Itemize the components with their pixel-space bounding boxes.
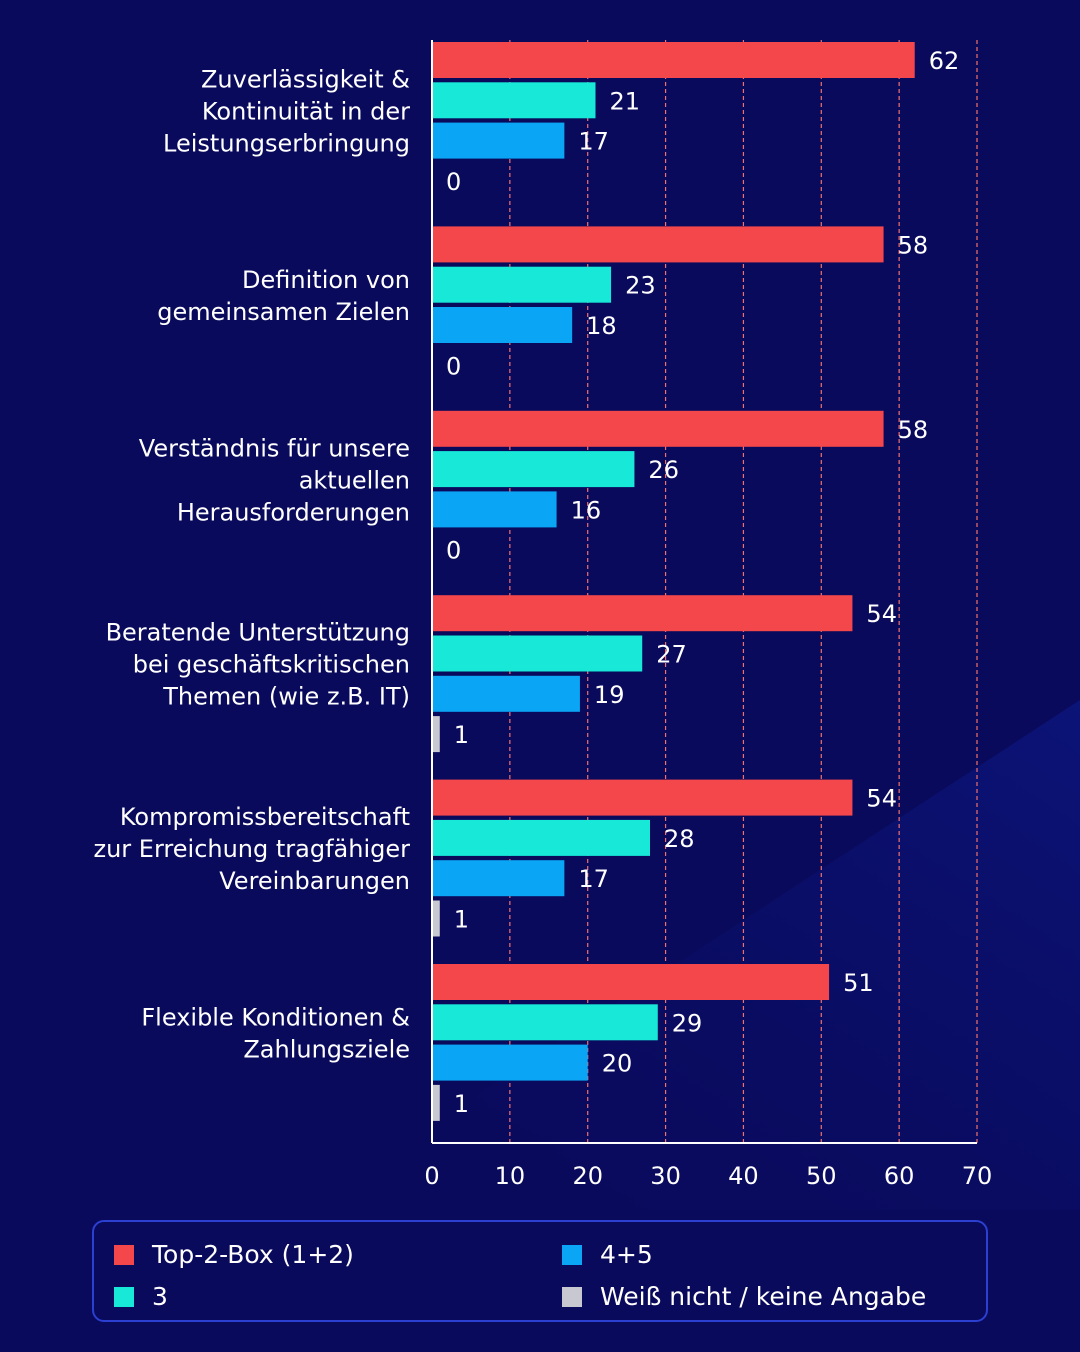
- legend-item-3: 3: [114, 1282, 168, 1311]
- category-label-4-2: Vereinbarungen: [219, 867, 410, 895]
- legend-swatch-top2: [114, 1244, 134, 1265]
- bar-2-1: [432, 451, 635, 488]
- background-glow: [300, 700, 1080, 1210]
- category-label-5-0: Flexible Konditionen &: [141, 1003, 410, 1031]
- legend-item-top2: Top-2-Box (1+2): [114, 1240, 354, 1269]
- x-tick-label-20: 20: [572, 1162, 603, 1190]
- legend-swatch-45: [562, 1244, 582, 1265]
- x-tick-label-0: 0: [424, 1162, 439, 1190]
- value-label-4-2: 17: [578, 865, 609, 893]
- value-label-1-1: 23: [625, 272, 656, 300]
- value-label-1-3: 0: [446, 352, 461, 380]
- bar-5-1: [432, 1004, 658, 1041]
- bar-3-0: [432, 595, 853, 632]
- legend-label-unknown: Weiß nicht / keine Angabe: [600, 1282, 927, 1311]
- legend: Top-2-Box (1+2) 3 4+5 Weiß nicht / keine…: [92, 1220, 988, 1322]
- value-label-0-0: 62: [929, 47, 960, 75]
- value-label-0-2: 17: [578, 128, 609, 156]
- value-label-0-1: 21: [610, 87, 641, 115]
- bar-4-2: [432, 860, 565, 897]
- x-tick-label-60: 60: [884, 1162, 915, 1190]
- bar-4-1: [432, 819, 650, 856]
- value-label-5-1: 29: [672, 1009, 703, 1037]
- bar-4-0: [432, 779, 853, 816]
- value-label-2-0: 58: [898, 416, 929, 444]
- category-label-2-0: Verständnis für unsere: [139, 434, 410, 462]
- bar-0-0: [432, 42, 915, 78]
- category-label-2-1: aktuellen: [299, 466, 410, 494]
- category-label-0-1: Kontinuität in der: [202, 97, 410, 125]
- category-label-0-2: Leistungserbringung: [163, 129, 410, 157]
- value-label-4-0: 54: [866, 785, 897, 813]
- value-label-2-2: 16: [571, 496, 602, 524]
- bar-5-3: [432, 1084, 440, 1121]
- x-tick-label-70: 70: [962, 1162, 993, 1190]
- category-label-5-1: Zahlungsziele: [243, 1035, 410, 1063]
- legend-label-3: 3: [152, 1282, 168, 1311]
- legend-item-45: 4+5: [562, 1240, 653, 1269]
- x-tick-label-40: 40: [728, 1162, 759, 1190]
- bars: [432, 42, 915, 1121]
- category-label-3-1: bei geschäftskritischen: [133, 651, 410, 679]
- bar-5-2: [432, 1044, 588, 1081]
- value-label-0-3: 0: [446, 168, 461, 196]
- bar-5-0: [432, 964, 830, 1000]
- bar-4-3: [432, 900, 440, 937]
- legend-swatch-3: [114, 1286, 134, 1307]
- bar-3-1: [432, 635, 643, 672]
- bar-0-1: [432, 82, 596, 119]
- value-label-3-0: 54: [866, 600, 897, 628]
- value-label-4-3: 1: [454, 906, 469, 934]
- legend-label-45: 4+5: [600, 1240, 653, 1269]
- value-label-3-2: 19: [594, 681, 625, 709]
- category-label-1-0: Definition von: [242, 266, 410, 294]
- category-label-3-0: Beratende Unterstützung: [106, 619, 410, 647]
- value-label-1-0: 58: [898, 231, 929, 259]
- category-label-4-1: zur Erreichung tragfähiger: [94, 835, 411, 863]
- legend-item-unknown: Weiß nicht / keine Angabe: [562, 1282, 926, 1311]
- value-label-2-3: 0: [446, 537, 461, 565]
- bar-0-2: [432, 122, 565, 159]
- category-label-1-1: gemeinsamen Zielen: [157, 298, 410, 326]
- value-label-4-1: 28: [664, 825, 695, 853]
- x-tick-label-10: 10: [495, 1162, 526, 1190]
- bar-3-3: [432, 716, 440, 753]
- value-label-3-3: 1: [454, 721, 469, 749]
- value-label-3-1: 27: [656, 641, 687, 669]
- bar-1-2: [432, 307, 573, 343]
- value-label-2-1: 26: [648, 456, 679, 484]
- category-label-3-2: Themen (wie z.B. IT): [162, 683, 410, 711]
- value-label-1-2: 18: [586, 312, 617, 340]
- value-label-5-3: 1: [454, 1090, 469, 1118]
- bar-2-2: [432, 491, 557, 528]
- axes: [431, 40, 977, 1144]
- category-label-2-2: Herausforderungen: [177, 498, 410, 526]
- category-label-4-0: Kompromissbereitschaft: [120, 803, 410, 831]
- legend-label-top2: Top-2-Box (1+2): [152, 1240, 354, 1269]
- x-tick-label-50: 50: [806, 1162, 837, 1190]
- value-label-5-0: 51: [843, 969, 874, 997]
- legend-swatch-unknown: [562, 1286, 582, 1307]
- bar-3-2: [432, 675, 580, 712]
- bar-2-0: [432, 410, 884, 447]
- bar-1-0: [432, 226, 884, 263]
- x-tick-label-30: 30: [650, 1162, 681, 1190]
- grid-lines: [509, 40, 978, 1143]
- category-label-0-0: Zuverlässigkeit &: [201, 65, 410, 93]
- bar-1-1: [432, 266, 612, 303]
- value-label-5-2: 20: [602, 1050, 633, 1078]
